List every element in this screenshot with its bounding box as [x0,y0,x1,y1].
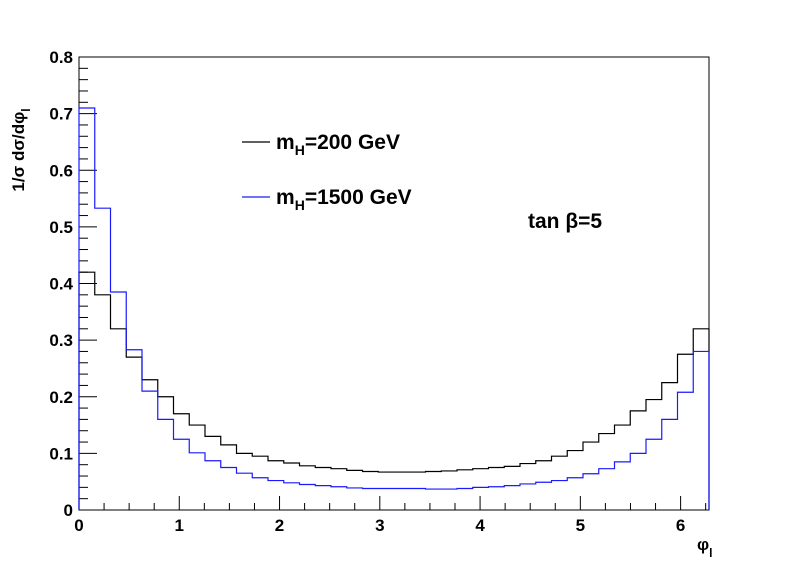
y-tick-label: 0.6 [49,161,73,180]
legend-label-200: mH=200 GeV [276,131,400,158]
y-axis-label-group: 1/σ dσ/dφl [9,108,33,191]
y-axis-ticks: 0 0.1 0.2 0.3 0.4 0.5 0.6 0.7 0.8 [49,48,97,520]
series-mh200-step [78,271,710,510]
tan-beta-annotation: tan β=5 [528,210,602,233]
x-axis-ticks: 0 1 2 3 4 5 6 [74,496,707,535]
plot-frame [78,56,710,511]
y-tick-label: 0.2 [49,388,73,407]
x-tick-label: 0 [74,516,83,535]
y-tick-label: 0.8 [49,48,73,67]
series-mh1500-step [78,107,710,510]
x-tick-label: 6 [676,516,685,535]
x-axis-label: φl [697,535,713,560]
y-tick-label: 0.3 [49,331,73,350]
x-tick-label: 2 [275,516,284,535]
x-tick-label: 3 [375,516,384,535]
y-tick-label: 0.5 [49,218,73,237]
legend-label-1500: mH=1500 GeV [276,186,412,213]
y-axis-label: 1/σ dσ/dφl [9,108,33,191]
legend: mH=200 GeV mH=1500 GeV [242,131,412,213]
x-tick-label: 4 [475,516,485,535]
y-tick-label: 0.1 [49,444,73,463]
y-tick-label: 0 [64,501,73,520]
x-tick-label: 1 [175,516,184,535]
series-layer [78,107,710,510]
x-tick-label: 5 [576,516,585,535]
y-tick-label: 0.7 [49,105,73,124]
y-tick-label: 0.4 [49,275,73,294]
